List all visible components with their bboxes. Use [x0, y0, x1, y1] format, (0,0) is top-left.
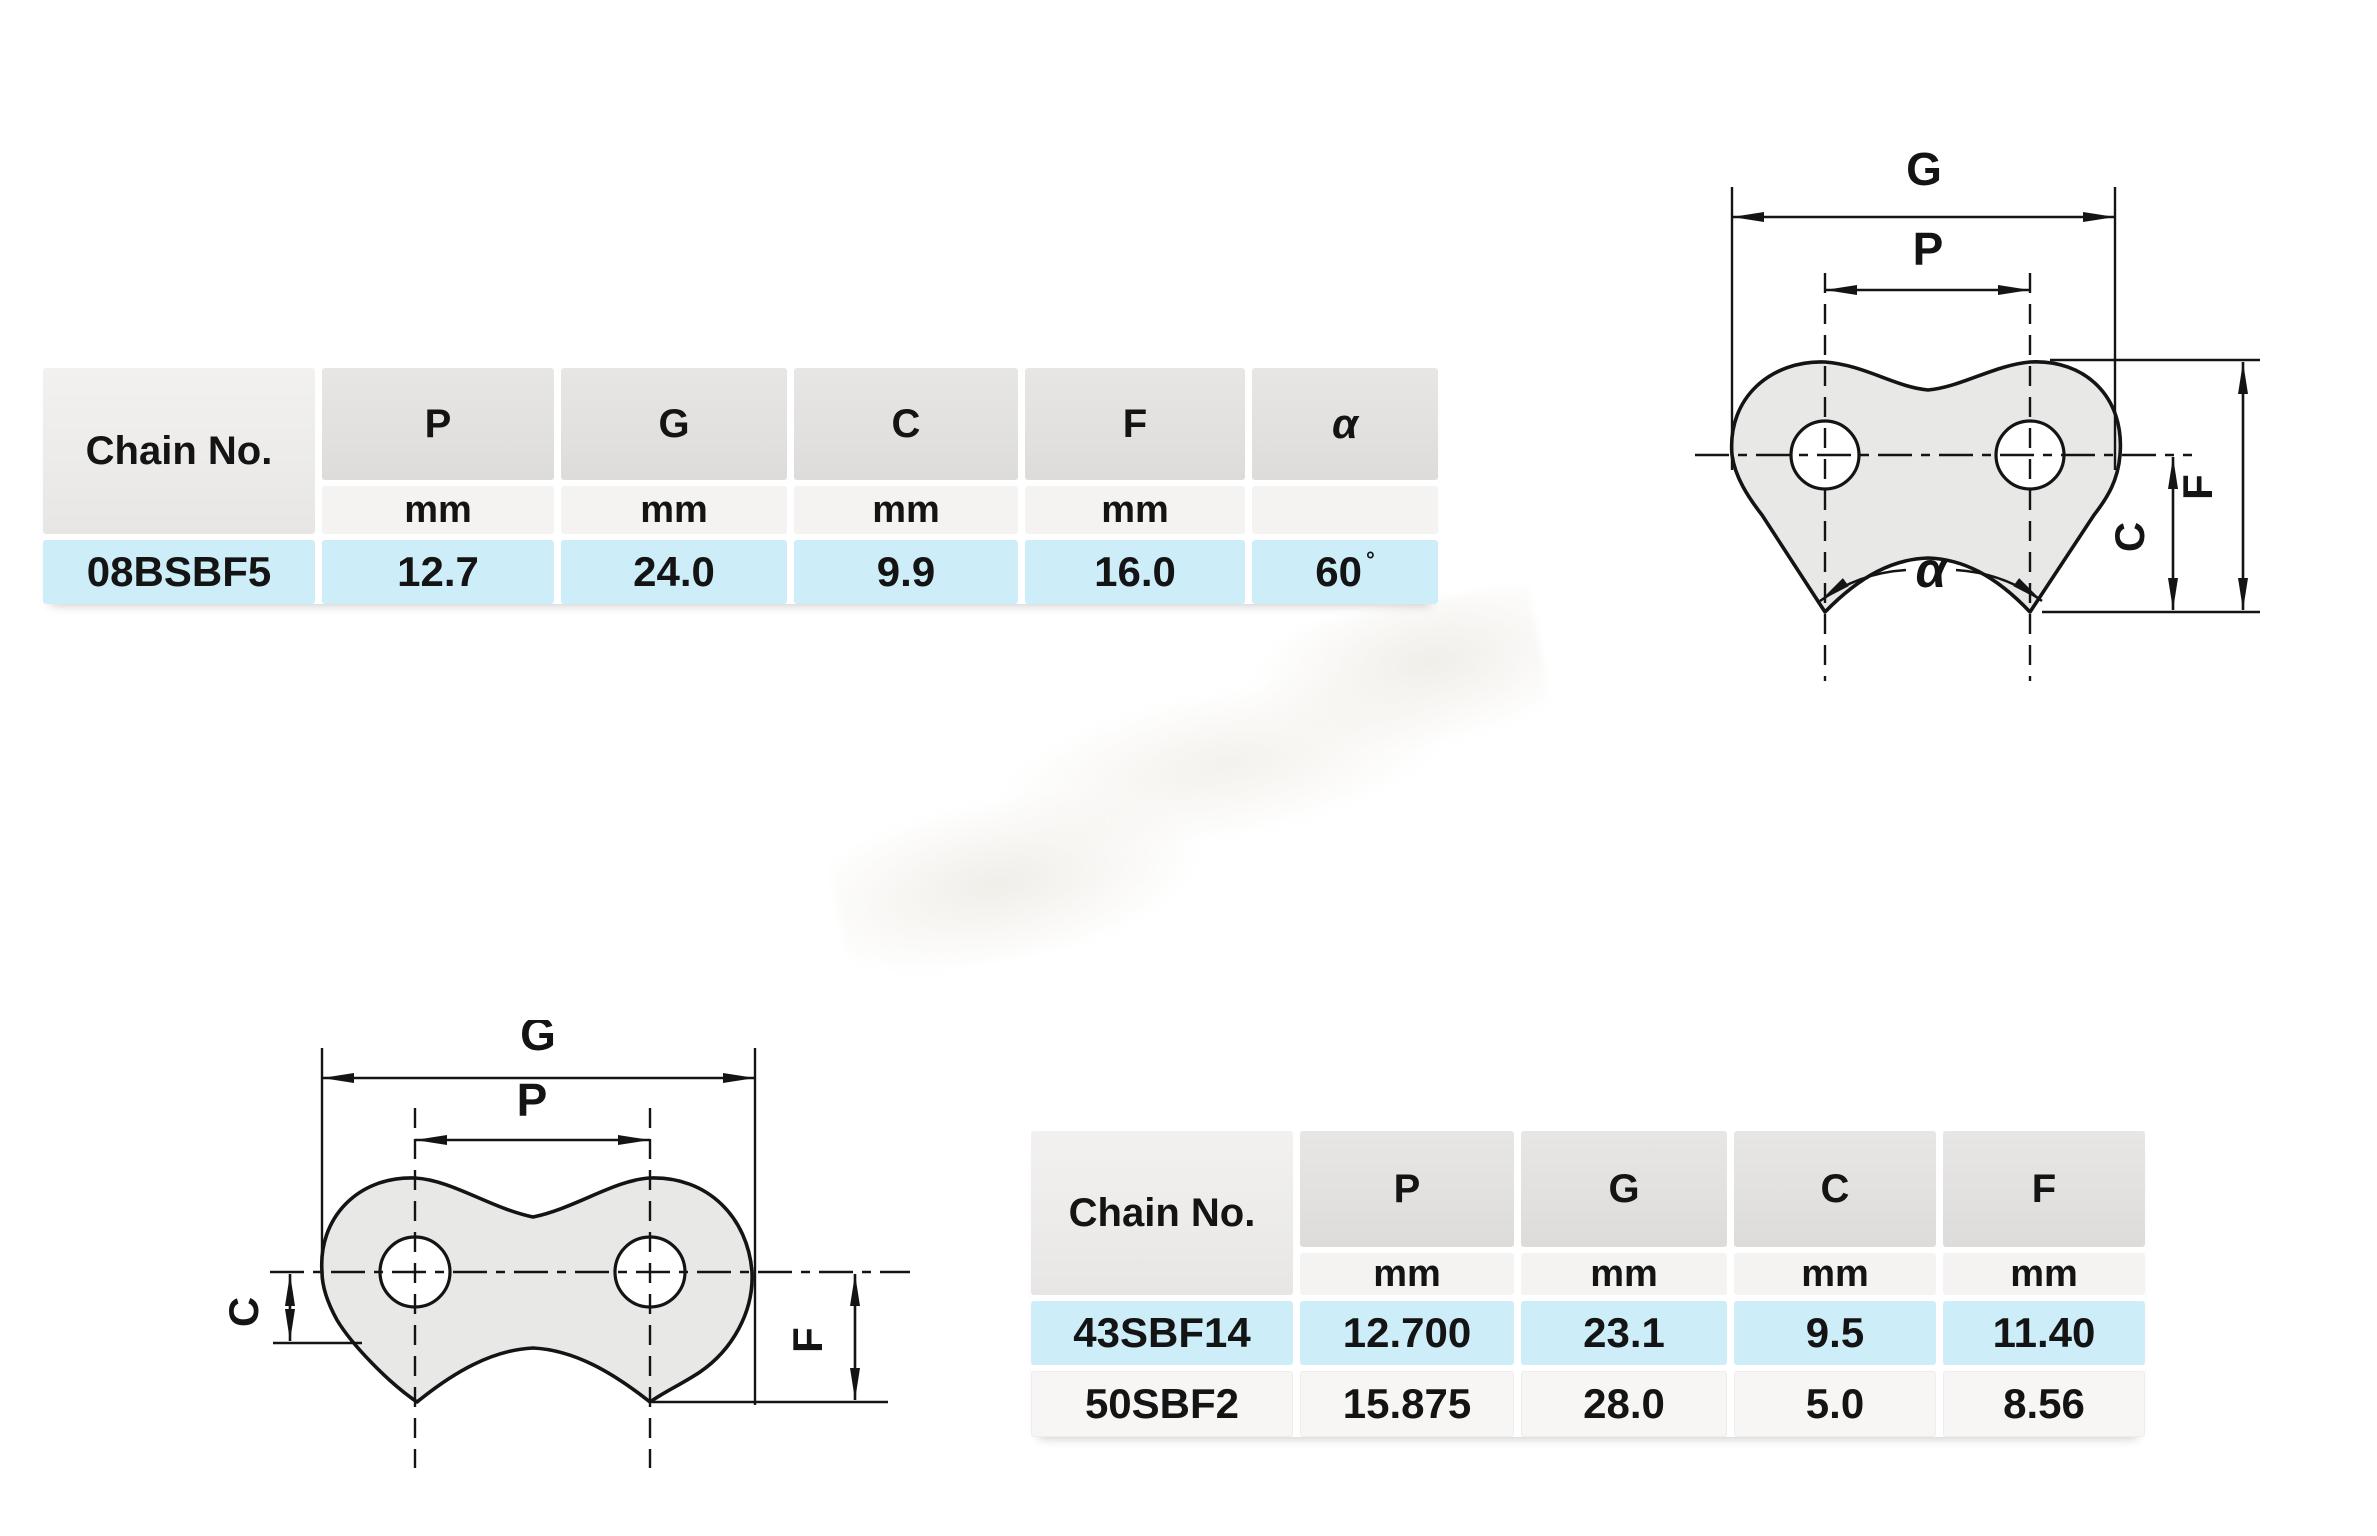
table2-unit-c: mm	[1734, 1253, 1936, 1295]
table2-row2-g: 28.0	[1521, 1371, 1727, 1437]
table2-row2-chain-no: 50SBF2	[1031, 1371, 1293, 1437]
table1-row-p: 12.7	[322, 540, 554, 604]
table2-row2-f: 8.56	[1943, 1371, 2145, 1437]
c-dimension-label: C	[2106, 522, 2153, 552]
table2-row1-f: 11.40	[1943, 1301, 2145, 1365]
table1-unit-g: mm	[561, 486, 787, 534]
table1-unit-p: mm	[322, 486, 554, 534]
watermark	[801, 581, 1579, 989]
alpha-arc-left	[1819, 568, 1907, 603]
table2-col-header-p: P	[1300, 1131, 1514, 1247]
table1-col-header-g: G	[561, 368, 787, 480]
c-dimension-label: C	[220, 1297, 267, 1327]
table2-col-header-c: C	[1734, 1131, 1936, 1247]
table1-row-c: 9.9	[794, 540, 1018, 604]
plate-diagram-with-alpha: G P F C α	[1695, 143, 2260, 681]
table2-row1-g: 23.1	[1521, 1301, 1727, 1365]
table2-row1-chain-no: 43SBF14	[1031, 1301, 1293, 1365]
table2-col-header-f: F	[1943, 1131, 2145, 1247]
table2-col-header-g: G	[1521, 1131, 1727, 1247]
table1-row-alpha: 60 °	[1252, 540, 1438, 604]
table1-row-g: 24.0	[561, 540, 787, 604]
g-dimension-label: G	[520, 1020, 556, 1060]
g-dimension-label: G	[1906, 143, 1942, 195]
table1-col-header-alpha: α	[1252, 368, 1438, 480]
f-dimension-label: F	[2174, 474, 2221, 500]
table1-unit-alpha	[1252, 486, 1438, 534]
plate-diagram-rounded: G P C F	[220, 1020, 910, 1468]
alpha-angle-label: α	[1915, 542, 1948, 598]
table2-row2-c: 5.0	[1734, 1371, 1936, 1437]
alpha-arc-right	[1955, 568, 2043, 603]
table1-col-header-f: F	[1025, 368, 1245, 480]
table1-unit-c: mm	[794, 486, 1018, 534]
table2-row1-c: 9.5	[1734, 1301, 1936, 1365]
chain-plate-outline	[320, 1176, 754, 1404]
table2-row2-p: 15.875	[1300, 1371, 1514, 1437]
p-dimension-label: P	[517, 1074, 548, 1126]
table1-col-header-p: P	[322, 368, 554, 480]
p-dimension-label: P	[1913, 223, 1944, 275]
table2-unit-f: mm	[1943, 1253, 2145, 1295]
table2-unit-g: mm	[1521, 1253, 1727, 1295]
table1-unit-f: mm	[1025, 486, 1245, 534]
f-dimension-label: F	[784, 1327, 831, 1353]
table1-col-header-c: C	[794, 368, 1018, 480]
table2-unit-p: mm	[1300, 1253, 1514, 1295]
table1-row-chain-no: 08BSBF5	[43, 540, 315, 604]
table2-chain-no-header: Chain No.	[1031, 1131, 1293, 1295]
spec-table-08bsbf5: Chain No. P G C F α mm mm mm mm 08BSBF5 …	[43, 368, 1438, 604]
degree-symbol: °	[1365, 547, 1375, 572]
table1-chain-no-header: Chain No.	[43, 368, 315, 534]
spec-table-sbf-series: Chain No. P G C F mm mm mm mm 43SBF14 12…	[1031, 1131, 2145, 1437]
table1-row-f: 16.0	[1025, 540, 1245, 604]
alpha-value: 60	[1315, 548, 1362, 595]
table2-row1-p: 12.700	[1300, 1301, 1514, 1365]
